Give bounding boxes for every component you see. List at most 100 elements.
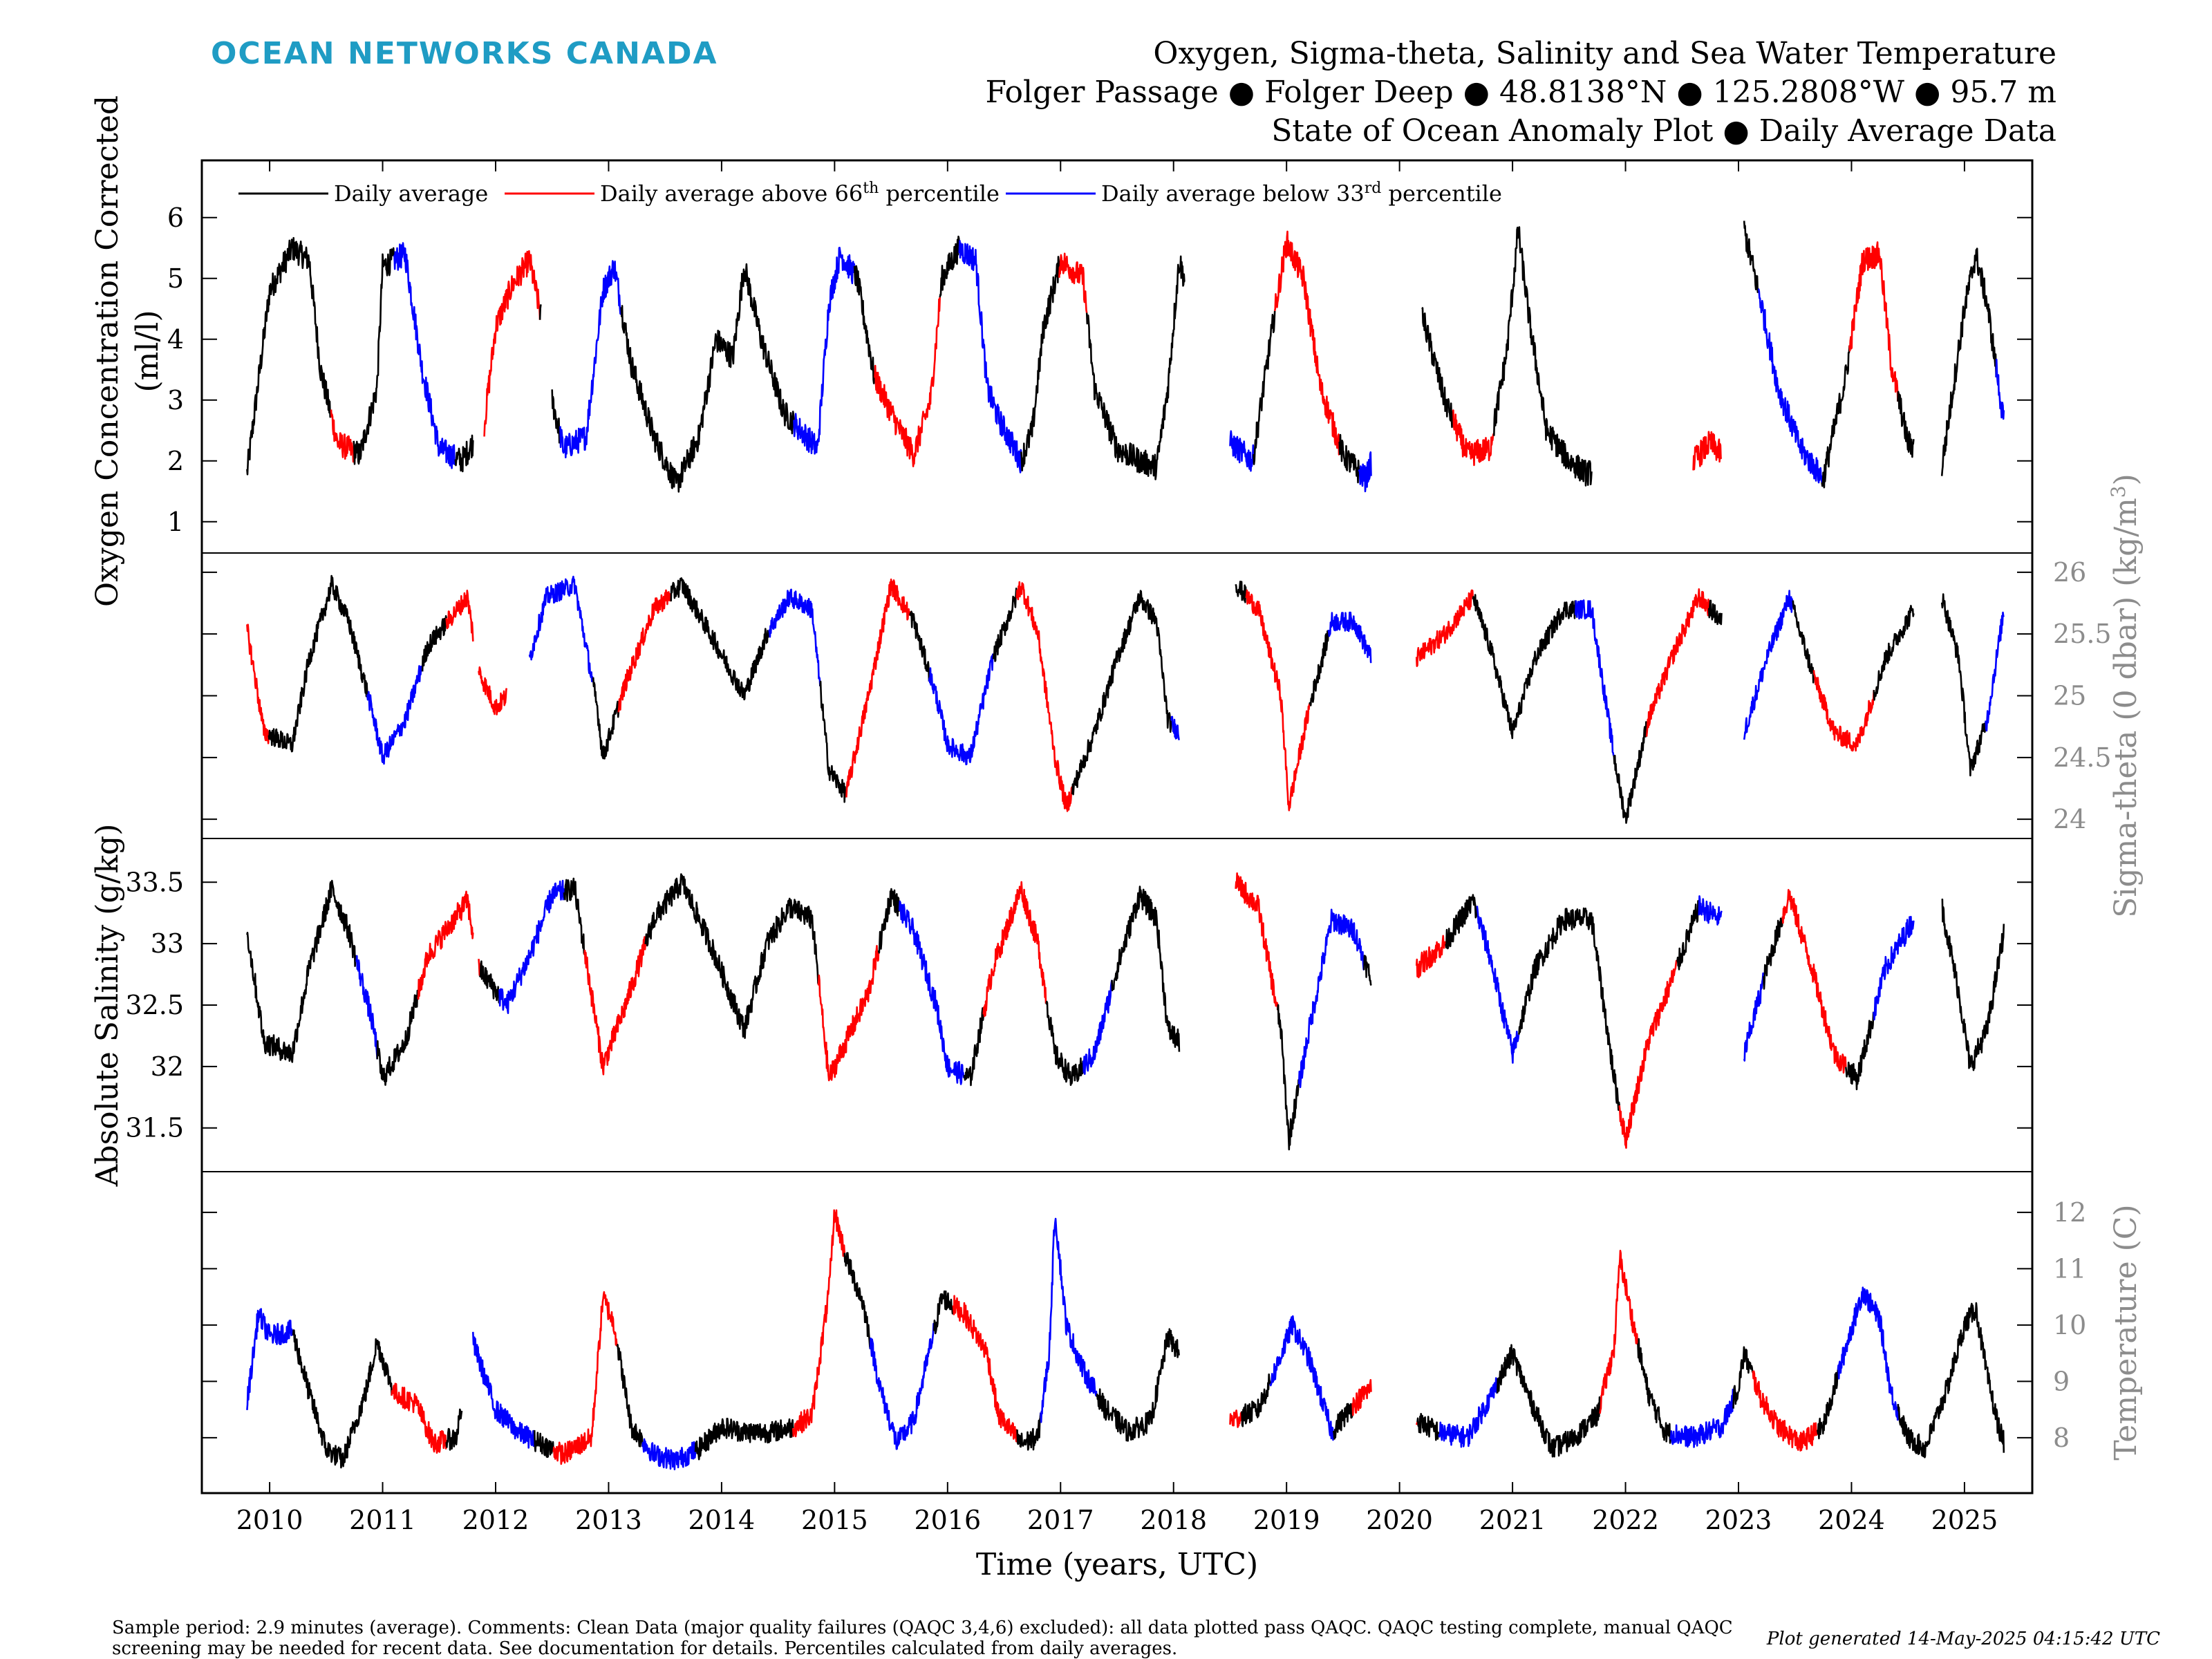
x-tick-label: 2014 <box>688 1505 756 1535</box>
salinity-series-line <box>1111 885 1181 1052</box>
salinity-series-line <box>1698 895 1723 926</box>
oxygen-series-line <box>353 247 395 465</box>
x-tick-label: 2015 <box>801 1505 868 1535</box>
sigma-series-line <box>768 588 821 686</box>
sigma-series-line <box>1235 581 1247 603</box>
chart-subtitle-type: State of Ocean Anomaly Plot ● Daily Aver… <box>1271 113 2056 149</box>
y-axis-label: Absolute Salinity (g/kg) <box>90 824 125 1188</box>
salinity-series-line <box>644 873 819 1039</box>
y-tick-label: 26 <box>2053 557 2086 588</box>
salinity-series-line <box>498 879 565 1014</box>
sigma-series-line <box>1792 600 1815 684</box>
sigma-series-line <box>528 575 594 683</box>
temperature-series-line <box>952 1295 1018 1443</box>
sigma-series-line <box>845 578 911 798</box>
x-tick-label: 2013 <box>575 1505 642 1535</box>
temperature-series-line <box>391 1382 447 1454</box>
sigma-series-line <box>246 624 270 744</box>
sigma-series-line <box>268 574 368 753</box>
x-tick-label: 2023 <box>1705 1505 1772 1535</box>
salinity-series-line <box>1517 907 1620 1112</box>
salinity-series-line <box>1297 908 1365 1089</box>
y-tick-label: 33.5 <box>125 867 184 897</box>
sigma-series-line <box>670 577 770 701</box>
oxygen-series-line <box>330 409 355 463</box>
salinity-series-line <box>1445 894 1479 950</box>
sigma-series-line <box>1327 611 1372 664</box>
oxygen-series-line <box>246 236 332 476</box>
y-tick-label: 25.5 <box>2053 619 2112 649</box>
sigma-series-line <box>1015 581 1074 812</box>
salinity-series-line <box>1277 1004 1300 1151</box>
temperature-series-line <box>1416 1413 1441 1441</box>
salinity-series-line <box>1941 898 2005 1071</box>
oxygen-series-line <box>1493 226 1593 487</box>
y-tick-label: 4 <box>167 324 184 355</box>
temperature-series-line <box>1599 1250 1639 1414</box>
y-tick-label: 9 <box>2053 1366 2070 1396</box>
oxygen-series-line <box>1229 430 1255 472</box>
temperature-series-line <box>1752 1370 1819 1452</box>
x-axis-label: Time (years, UTC) <box>976 1547 1258 1582</box>
sigma-series-line <box>819 680 847 803</box>
sigma-series-line <box>1575 599 1615 756</box>
x-tick-label: 2022 <box>1592 1505 1659 1535</box>
temperature-series-line <box>932 1290 954 1335</box>
sigma-series-line <box>1707 599 1723 626</box>
salinity-series-line <box>355 955 378 1060</box>
temperature-series-line <box>1897 1302 2005 1459</box>
y-axis-label: Temperature (C) <box>2108 1204 2144 1460</box>
temperature-series-line <box>1637 1338 1671 1444</box>
sigma-series-line <box>1873 605 1915 701</box>
oxygen-series-line <box>1743 221 1759 293</box>
salinity-series-line <box>1235 872 1279 1011</box>
sigma-series-line <box>1309 630 1329 706</box>
oxygen-series-line <box>1338 433 1360 484</box>
oxygen-series-line <box>559 260 623 458</box>
temperature-series-line <box>472 1331 536 1449</box>
oxygen-series-line <box>483 250 541 437</box>
y-tick-label: 25 <box>2053 681 2086 711</box>
oxygen-series-line <box>1253 310 1276 465</box>
oxygen-series-line <box>1358 451 1372 493</box>
temperature-series-line <box>1669 1388 1734 1448</box>
y-tick-label: 31.5 <box>125 1113 184 1143</box>
y-tick-label: 3 <box>167 385 184 415</box>
temperature-series-line <box>843 1252 872 1350</box>
legend-average-label: Daily average <box>334 180 488 207</box>
footer-comments: Sample period: 2.9 minutes (average). Co… <box>112 1618 1733 1659</box>
sigma-series-line <box>1940 593 1987 777</box>
y-axis-label: (ml/l) <box>130 310 165 392</box>
x-tick-label: 2024 <box>1818 1505 1885 1535</box>
salinity-series-line <box>1781 889 1847 1074</box>
temperature-series-line <box>1732 1385 1739 1409</box>
y-axis-label: Sigma-theta (0 dbar) (kg/m3) <box>2107 474 2144 918</box>
sigma-series-line <box>992 588 1018 662</box>
temperature-series-line <box>552 1291 619 1465</box>
y-tick-label: 12 <box>2053 1197 2086 1228</box>
plot-frame <box>200 159 2034 1494</box>
sigma-series-line <box>928 653 995 766</box>
oxygen-series-line <box>454 434 474 473</box>
temperature-series-line <box>1438 1377 1499 1448</box>
salinity-series-line <box>963 1007 985 1087</box>
y-tick-label: 10 <box>2053 1310 2086 1340</box>
salinity-series-line <box>877 888 900 954</box>
sigma-series-line <box>421 615 447 672</box>
x-tick-label: 2010 <box>236 1505 303 1535</box>
oxygen-series-line <box>1085 255 1185 480</box>
temperature-series-line <box>445 1408 463 1451</box>
oxygen-series-line <box>1940 247 1997 476</box>
salinity-series-line <box>376 989 419 1086</box>
temperature-series-line <box>1269 1315 1335 1441</box>
salinity-series-line <box>1676 900 1700 971</box>
sigma-series-line <box>909 610 930 682</box>
oxygen-series-line <box>1848 241 1899 402</box>
salinity-series-line <box>1476 906 1520 1064</box>
temperature-series-line <box>1496 1344 1601 1458</box>
oxygen-series-line <box>1020 256 1060 471</box>
oxygen-series-line <box>793 247 856 455</box>
sigma-series-line <box>445 590 474 641</box>
sigma-series-line <box>1170 715 1180 740</box>
sigma-series-line <box>366 665 424 765</box>
